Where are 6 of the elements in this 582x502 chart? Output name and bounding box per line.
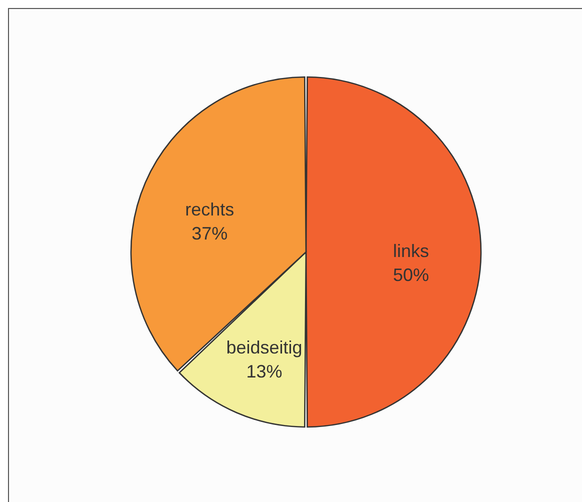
data-label: 37% [192, 223, 228, 244]
slice-label: links [392, 241, 430, 261]
slice-label: beidseitig [226, 337, 302, 358]
data-label: 50% [392, 265, 430, 285]
data-label: 13% [246, 361, 282, 382]
slice-label: rechts [185, 199, 234, 220]
